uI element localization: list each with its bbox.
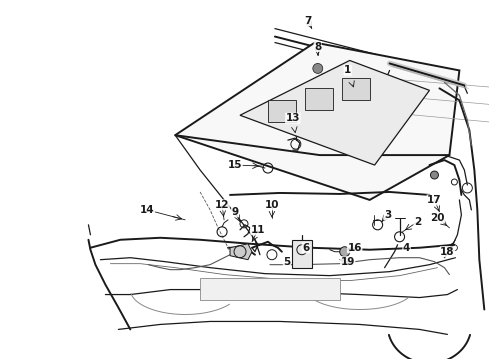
- Circle shape: [340, 247, 350, 257]
- Text: 20: 20: [430, 213, 445, 223]
- Text: 4: 4: [403, 243, 410, 253]
- Bar: [305, 88, 333, 110]
- Text: 8: 8: [314, 41, 321, 51]
- Text: 10: 10: [265, 200, 279, 210]
- Text: 14: 14: [140, 205, 154, 215]
- Bar: [292, 240, 312, 268]
- Circle shape: [431, 171, 439, 179]
- Text: 7: 7: [304, 15, 312, 26]
- Text: 11: 11: [251, 225, 265, 235]
- Bar: [268, 100, 296, 122]
- Polygon shape: [230, 244, 252, 260]
- Text: 6: 6: [302, 243, 310, 253]
- Text: 12: 12: [215, 200, 229, 210]
- Text: 18: 18: [440, 247, 455, 257]
- Text: 2: 2: [414, 217, 421, 227]
- Text: 16: 16: [347, 243, 362, 253]
- Text: 13: 13: [286, 113, 300, 123]
- Text: 19: 19: [341, 257, 355, 267]
- Text: 15: 15: [228, 160, 242, 170]
- Circle shape: [313, 63, 323, 73]
- Bar: [200, 278, 340, 300]
- Text: 1: 1: [344, 66, 351, 76]
- Text: 3: 3: [384, 210, 391, 220]
- Bar: [342, 78, 369, 100]
- Text: 17: 17: [427, 195, 442, 205]
- Text: 9: 9: [231, 207, 239, 217]
- Text: 5: 5: [283, 257, 291, 267]
- Polygon shape: [175, 42, 460, 200]
- Polygon shape: [240, 60, 429, 165]
